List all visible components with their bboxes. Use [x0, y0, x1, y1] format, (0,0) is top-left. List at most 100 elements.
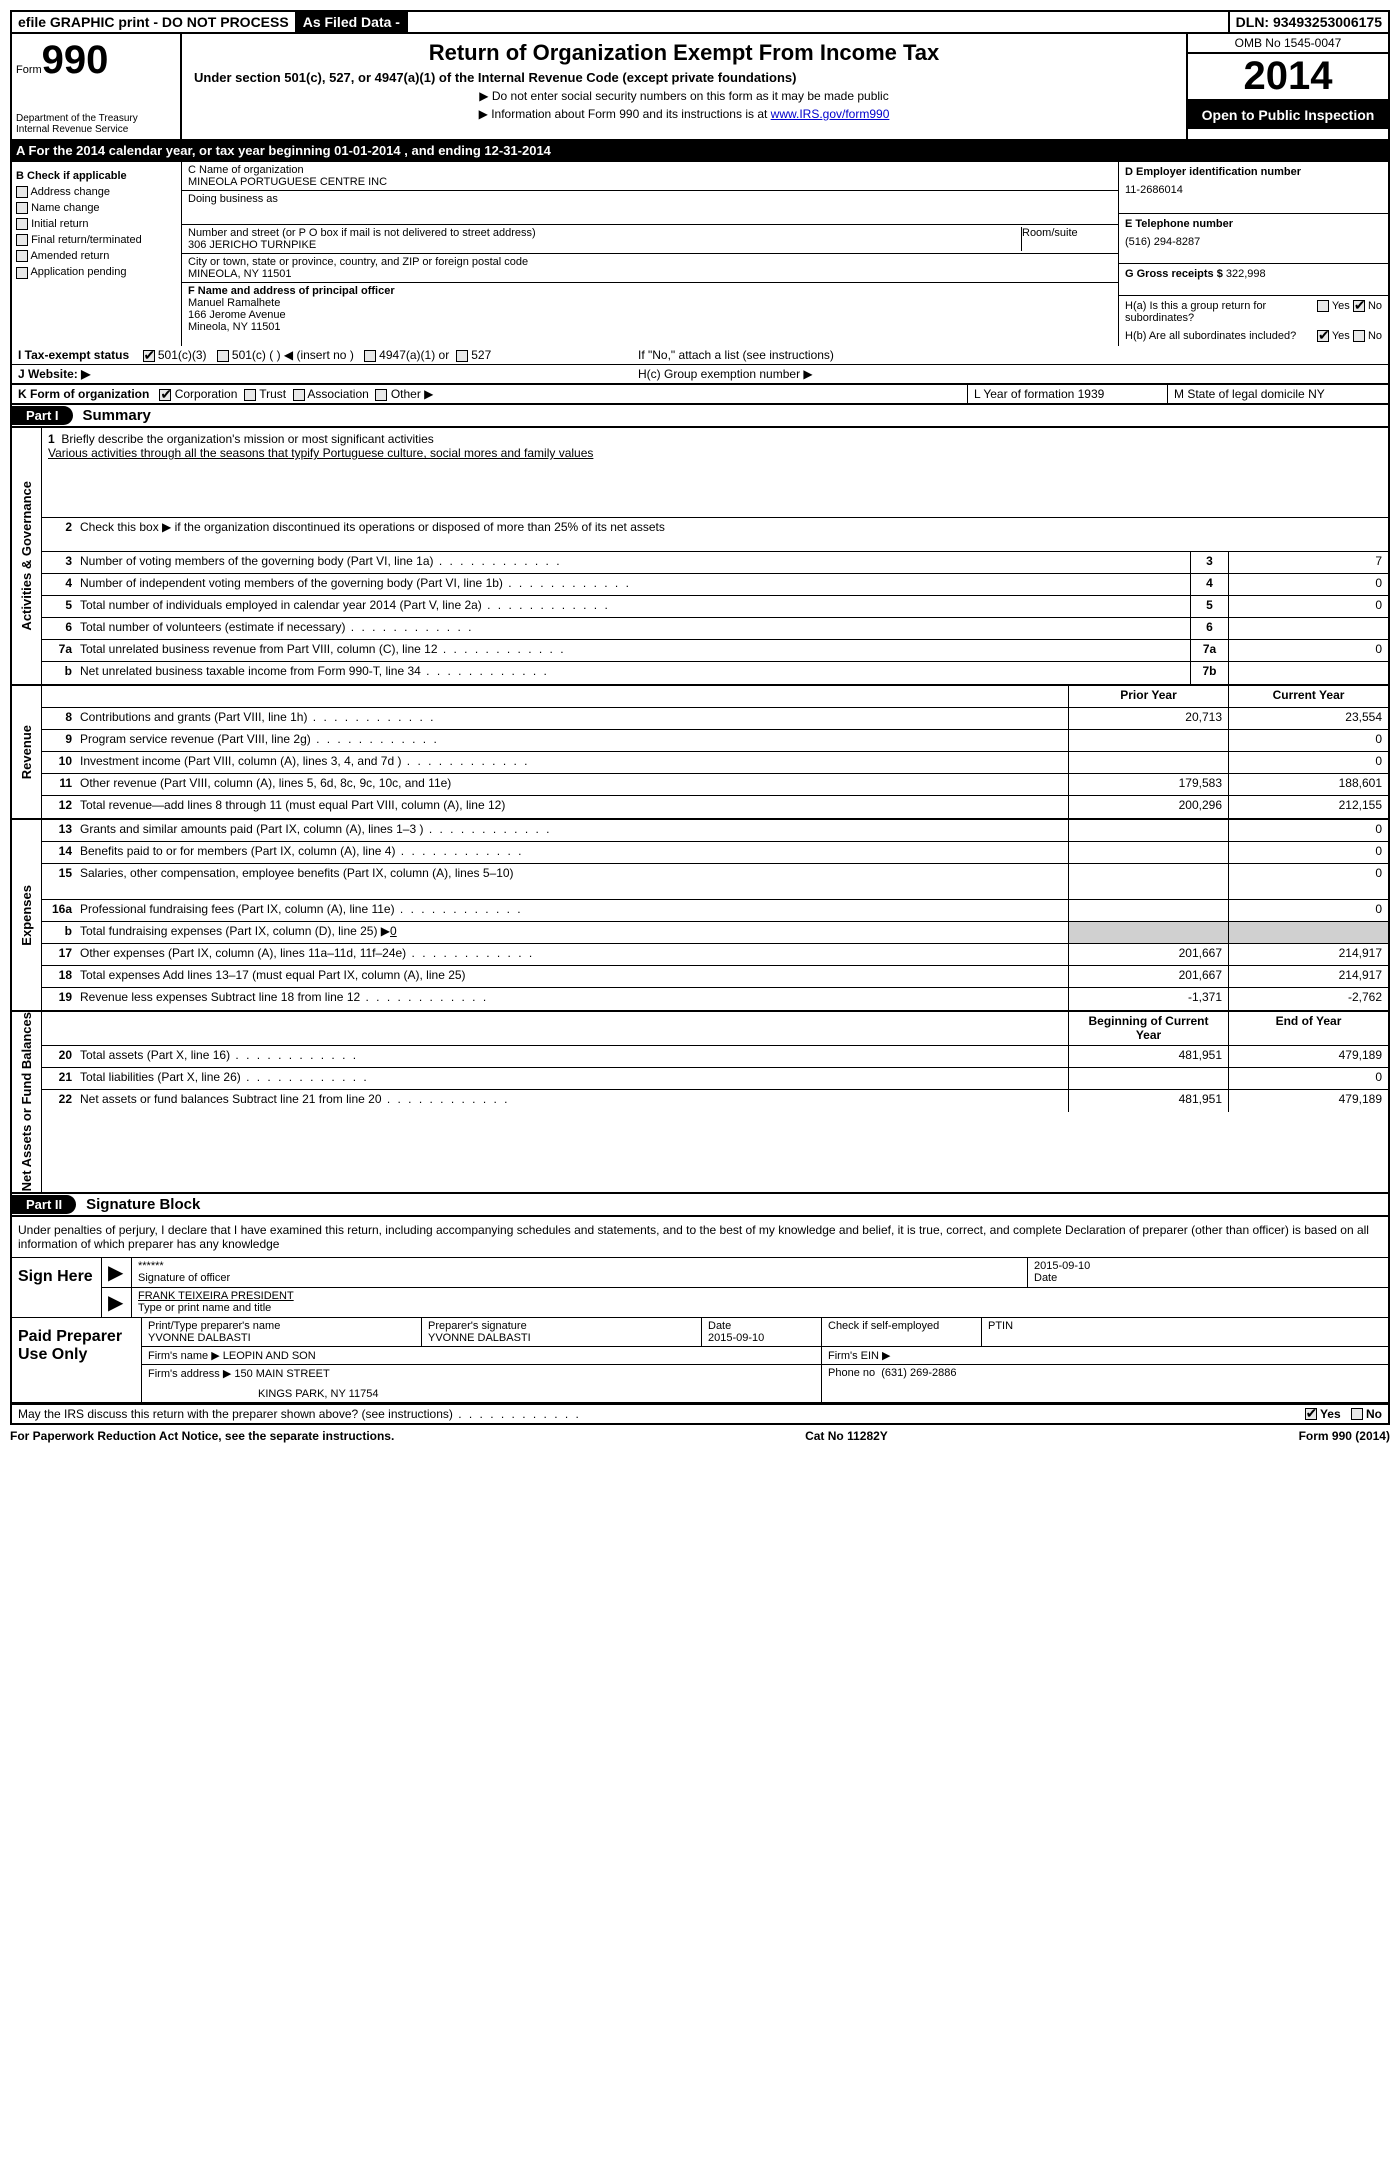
officer-addr1: 166 Jerome Avenue: [188, 309, 1112, 321]
line-6: 6Total number of volunteers (estimate if…: [42, 618, 1388, 640]
paid-preparer-label: Paid Preparer Use Only: [12, 1318, 142, 1402]
chk-name-change[interactable]: Name change: [16, 202, 177, 214]
line-5: 5Total number of individuals employed in…: [42, 596, 1388, 618]
org-name-cell: C Name of organization MINEOLA PORTUGUES…: [182, 162, 1118, 191]
irs-link[interactable]: www.IRS.gov/form990: [771, 107, 890, 121]
box-h: H(a) Is this a group return for subordin…: [1119, 296, 1388, 346]
line-7b: bNet unrelated business taxable income f…: [42, 662, 1388, 684]
paperwork-notice: For Paperwork Reduction Act Notice, see …: [10, 1429, 394, 1443]
line-10: 10Investment income (Part VIII, column (…: [42, 752, 1388, 774]
form-number: 990: [42, 38, 109, 82]
chk-initial-return[interactable]: Initial return: [16, 218, 177, 230]
line-17: 17Other expenses (Part IX, column (A), l…: [42, 944, 1388, 966]
top-bar: efile GRAPHIC print - DO NOT PROCESS As …: [10, 10, 1390, 34]
exp-content: 13Grants and similar amounts paid (Part …: [42, 820, 1388, 1010]
vtab-governance: Activities & Governance: [12, 428, 42, 684]
line-13: 13Grants and similar amounts paid (Part …: [42, 820, 1388, 842]
summary-expenses: Expenses 13Grants and similar amounts pa…: [10, 820, 1390, 1012]
gross-value: 322,998: [1226, 268, 1266, 280]
part2-badge: Part II: [12, 1195, 76, 1214]
vtab-expenses: Expenses: [12, 820, 42, 1010]
org-name-label: C Name of organization: [188, 164, 1112, 176]
header-mid: Return of Organization Exempt From Incom…: [182, 34, 1188, 139]
year-formation: L Year of formation 1939: [968, 385, 1168, 403]
signature-section: Under penalties of perjury, I declare th…: [10, 1217, 1390, 1404]
l1-label: Briefly describe the organization's miss…: [61, 432, 433, 446]
chk-application-pending[interactable]: Application pending: [16, 266, 177, 278]
line-1: 1 Briefly describe the organization's mi…: [42, 428, 1388, 518]
row-j: J Website: ▶ H(c) Group exemption number…: [10, 365, 1390, 384]
firm-name-cell: Firm's name ▶ LEOPIN AND SON: [142, 1347, 822, 1364]
net-header: Beginning of Current Year End of Year: [42, 1012, 1388, 1046]
row-a-period: A For the 2014 calendar year, or tax yea…: [10, 141, 1390, 162]
box-g: G Gross receipts $ 322,998: [1119, 264, 1388, 296]
note-info: ▶ Information about Form 990 and its ins…: [188, 107, 1180, 121]
prep-row1: Print/Type preparer's nameYVONNE DALBAST…: [142, 1318, 1388, 1347]
city-label: City or town, state or province, country…: [188, 256, 1112, 268]
chk-address-change[interactable]: Address change: [16, 186, 177, 198]
form-title: Return of Organization Exempt From Incom…: [188, 40, 1180, 66]
sig-stars: ******: [138, 1260, 1021, 1272]
officer-addr2: Mineola, NY 11501: [188, 321, 1112, 333]
part2-title: Signature Block: [76, 1194, 210, 1215]
summary-revenue: Revenue Prior Year Current Year 8Contrib…: [10, 686, 1390, 820]
header-right: OMB No 1545-0047 2014 Open to Public Ins…: [1188, 34, 1388, 139]
omb-number: OMB No 1545-0047: [1188, 34, 1388, 54]
prep-sig-cell: Preparer's signatureYVONNE DALBASTI: [422, 1318, 702, 1346]
box-f: F Name and address of principal officer …: [182, 283, 1118, 346]
prep-row2: Firm's name ▶ LEOPIN AND SON Firm's EIN …: [142, 1347, 1388, 1365]
type-name-label: Type or print name and title: [138, 1302, 1382, 1314]
firm-ein-cell: Firm's EIN ▶: [822, 1347, 1388, 1364]
dept-treasury: Department of the Treasury: [16, 113, 176, 124]
row-klm: K Form of organization Corporation Trust…: [10, 384, 1390, 405]
rev-content: Prior Year Current Year 8Contributions a…: [42, 686, 1388, 818]
line-3: 3Number of voting members of the governi…: [42, 552, 1388, 574]
box-c: C Name of organization MINEOLA PORTUGUES…: [182, 162, 1118, 346]
form-label: Form: [16, 64, 42, 76]
efile-label: efile GRAPHIC print - DO NOT PROCESS: [12, 12, 297, 32]
hc-label: H(c) Group exemption number ▶: [638, 367, 1382, 381]
part1-title: Summary: [73, 405, 161, 426]
part1-header-row: Part I Summary: [10, 405, 1390, 428]
chk-amended-return[interactable]: Amended return: [16, 250, 177, 262]
chk-final-return[interactable]: Final return/terminated: [16, 234, 177, 246]
section-bcd: B Check if applicable Address change Nam…: [10, 162, 1390, 346]
ha-answers: Yes No: [1317, 300, 1382, 324]
sig-date-value: 2015-09-10: [1034, 1260, 1382, 1272]
net-content: Beginning of Current Year End of Year 20…: [42, 1012, 1388, 1191]
form-version: Form 990 (2014): [1299, 1429, 1390, 1443]
vtab-netassets: Net Assets or Fund Balances: [12, 1012, 42, 1191]
firm-phone-cell: Phone no (631) 269-2886: [822, 1365, 1388, 1402]
addr-cell: Number and street (or P O box if mail is…: [182, 225, 1118, 254]
org-name: MINEOLA PORTUGUESE CENTRE INC: [188, 176, 1112, 188]
box-deg: D Employer identification number 11-2686…: [1118, 162, 1388, 346]
line-8: 8Contributions and grants (Part VIII, li…: [42, 708, 1388, 730]
paid-preparer-block: Paid Preparer Use Only Print/Type prepar…: [12, 1317, 1388, 1402]
asfiled-label: As Filed Data -: [297, 12, 408, 32]
irs-label: Internal Revenue Service: [16, 124, 176, 135]
line-11: 11Other revenue (Part VIII, column (A), …: [42, 774, 1388, 796]
line-12: 12Total revenue—add lines 8 through 11 (…: [42, 796, 1388, 818]
city-cell: City or town, state or province, country…: [182, 254, 1118, 283]
sign-here-block: Sign Here ▶ ****** Signature of officer …: [12, 1257, 1388, 1317]
officer-printed-name: FRANK TEIXEIRA PRESIDENT: [138, 1290, 1382, 1302]
state-domicile: M State of legal domicile NY: [1168, 385, 1388, 403]
sign-here-right: ▶ ****** Signature of officer 2015-09-10…: [102, 1258, 1388, 1317]
top-spacer: [408, 12, 1230, 32]
l1-text: Various activities through all the seaso…: [48, 446, 593, 460]
dba-cell: Doing business as: [182, 191, 1118, 225]
form-of-org: K Form of organization Corporation Trust…: [12, 385, 968, 403]
sig-arrow2-icon: ▶: [102, 1288, 132, 1317]
dba-label: Doing business as: [188, 193, 1112, 205]
line-15: 15Salaries, other compensation, employee…: [42, 864, 1388, 900]
box-d: D Employer identification number 11-2686…: [1119, 162, 1388, 214]
officer-name: Manuel Ramalhete: [188, 297, 1112, 309]
summary-netassets: Net Assets or Fund Balances Beginning of…: [10, 1012, 1390, 1193]
phone-label: E Telephone number: [1125, 218, 1382, 230]
rev-header: Prior Year Current Year: [42, 686, 1388, 708]
addr-block: Number and street (or P O box if mail is…: [188, 227, 1022, 251]
hb-note: If "No," attach a list (see instructions…: [638, 348, 1382, 362]
website-label: J Website: ▶: [18, 367, 638, 381]
self-employed-cell: Check if self-employed: [822, 1318, 982, 1346]
hb-label: H(b) Are all subordinates included?: [1125, 330, 1317, 342]
